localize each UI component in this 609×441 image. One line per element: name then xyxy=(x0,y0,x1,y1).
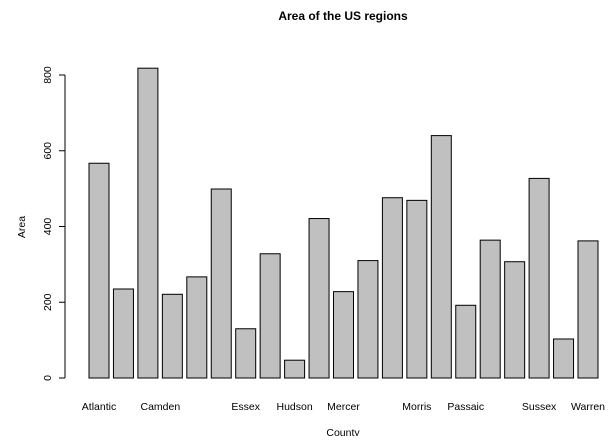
x-category-label: Atlantic xyxy=(82,401,116,413)
bar xyxy=(357,260,379,379)
bar xyxy=(430,135,452,379)
x-category-label: Camden xyxy=(140,401,180,413)
x-category-label: Essex xyxy=(231,401,260,413)
y-tick-label: 200 xyxy=(42,293,54,311)
bar xyxy=(504,261,526,379)
x-category-label: Morris xyxy=(402,401,431,413)
bar xyxy=(235,328,257,379)
bar xyxy=(161,293,183,379)
y-tick-label: 800 xyxy=(42,66,54,84)
bar xyxy=(259,253,281,379)
bar-series xyxy=(88,67,599,379)
y-tick-label: 400 xyxy=(42,218,54,236)
bar xyxy=(333,291,354,379)
bar xyxy=(577,240,599,379)
chart-title: Area of the US regions xyxy=(278,9,408,23)
bar xyxy=(479,239,501,379)
y-tick-label: 600 xyxy=(42,142,54,160)
bar xyxy=(553,338,575,379)
bar xyxy=(308,218,330,379)
y-axis: 0 200 400 600 800 xyxy=(42,66,66,381)
x-category-label: Passaic xyxy=(447,401,484,413)
x-category-label: Sussex xyxy=(522,401,557,413)
bar xyxy=(381,197,403,379)
y-tick-label: 0 xyxy=(42,375,54,381)
bar xyxy=(186,276,208,379)
bar xyxy=(528,177,550,379)
bar xyxy=(284,359,306,379)
bar xyxy=(88,162,110,379)
bar xyxy=(455,304,477,379)
x-category-label: Mercer xyxy=(327,401,360,413)
bar xyxy=(210,188,232,379)
y-axis-label: Area xyxy=(16,216,28,238)
x-axis-label: County xyxy=(326,427,360,436)
bar xyxy=(112,288,134,379)
x-axis-category-labels: Atlantic Camden Essex Hudson Mercer Morris Pas… xyxy=(82,401,605,413)
bar xyxy=(406,199,428,379)
x-category-label: Hudson xyxy=(276,401,312,413)
bar xyxy=(137,67,159,379)
x-category-label: Warren xyxy=(571,401,605,413)
